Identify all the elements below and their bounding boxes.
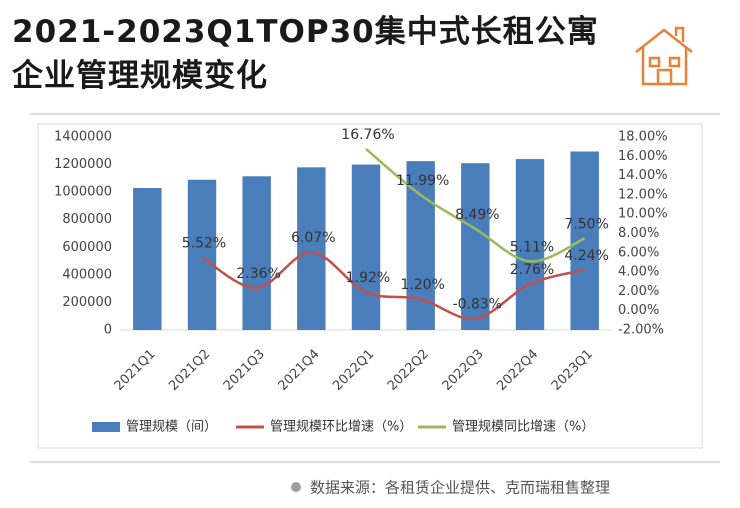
data-label: 1.92% [346, 270, 390, 286]
legend-label: 管理规模同比增速（%） [452, 420, 594, 435]
data-label: 2.36% [236, 266, 280, 282]
y2-tick-label: -2.00% [618, 323, 664, 338]
y-tick-label: 1400000 [54, 130, 112, 145]
y2-tick-label: 0.00% [618, 303, 659, 318]
x-tick-label: 2022Q1 [330, 347, 377, 394]
y2-tick-label: 14.00% [618, 168, 668, 183]
y2-tick-label: 10.00% [618, 207, 668, 222]
source-dot [291, 482, 301, 492]
legend-label: 管理规模环比增速（%） [270, 420, 412, 435]
y-tick-label: 0 [104, 323, 112, 338]
y-tick-label: 1200000 [54, 157, 112, 172]
data-label: 7.50% [564, 216, 608, 232]
x-tick-label: 2021Q3 [221, 347, 268, 394]
y2-tick-label: 2.00% [618, 284, 659, 299]
x-tick-label: 2021Q2 [166, 347, 213, 394]
bar [297, 167, 326, 330]
x-tick-label: 2021Q1 [112, 347, 159, 394]
y-tick-label: 200000 [62, 295, 112, 310]
data-label: 2.76% [510, 262, 554, 278]
data-label: 5.11% [510, 239, 554, 255]
x-tick-label: 2023Q1 [549, 347, 596, 394]
y2-tick-label: 12.00% [618, 187, 668, 202]
data-label: 11.99% [396, 173, 449, 189]
x-tick-label: 2021Q4 [276, 347, 323, 394]
data-label: 16.76% [341, 127, 394, 143]
bar [515, 159, 545, 330]
house-icon [635, 26, 693, 86]
chart-title: 2021-2023Q1TOP30集中式长租公寓企业管理规模变化 [12, 14, 599, 94]
x-tick-label: 2022Q4 [494, 347, 541, 394]
data-label: 8.49% [455, 207, 499, 223]
chart-frame [37, 123, 703, 449]
x-tick-label: 2022Q2 [385, 347, 432, 394]
bar [133, 188, 162, 330]
y-tick-label: 1000000 [54, 185, 112, 200]
y2-tick-label: 4.00% [618, 265, 659, 280]
y2-tick-label: 16.00% [618, 149, 668, 164]
y-tick-label: 600000 [62, 240, 112, 255]
data-label: 5.52% [182, 235, 226, 251]
legend-label: 管理规模（间） [126, 420, 217, 435]
bar [187, 179, 217, 330]
bar [351, 164, 381, 330]
bar [461, 163, 490, 330]
data-label: -0.83% [453, 297, 503, 313]
y-tick-label: 800000 [62, 212, 112, 227]
bar [242, 176, 271, 330]
legend-swatch [92, 422, 120, 432]
y-tick-label: 400000 [62, 267, 112, 282]
data-label: 1.20% [400, 277, 444, 293]
data-label: 4.24% [564, 248, 608, 264]
line-series [201, 250, 585, 321]
y2-tick-label: 6.00% [618, 245, 659, 260]
y2-tick-label: 18.00% [618, 130, 668, 145]
line-series [365, 148, 586, 263]
bar [570, 151, 599, 330]
x-tick-label: 2022Q3 [440, 347, 487, 394]
y2-tick-label: 8.00% [618, 226, 659, 241]
source-note: 数据来源：各租赁企业提供、克而瑞租售整理 [310, 479, 610, 497]
data-label: 6.07% [291, 230, 335, 246]
